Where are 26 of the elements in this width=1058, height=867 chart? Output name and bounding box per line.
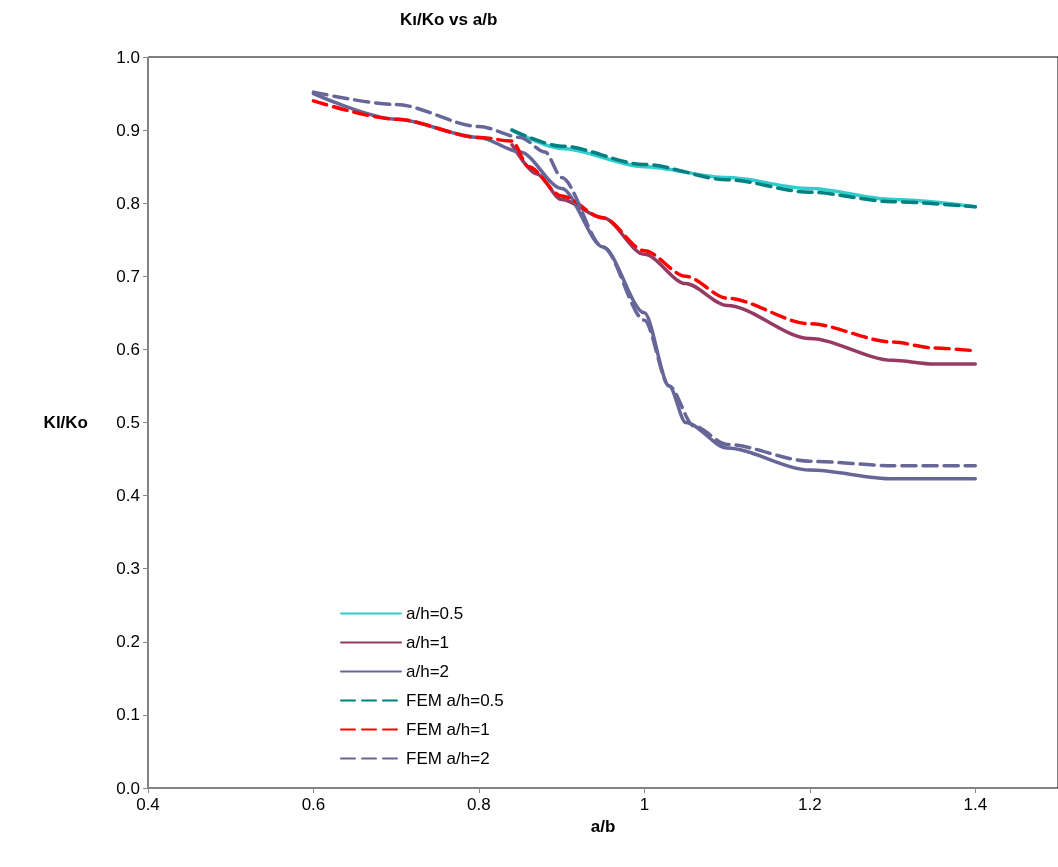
y-tick-label: 1.0 — [116, 47, 140, 67]
legend-label: a/h=0.5 — [406, 604, 464, 623]
x-axis-title: a/b — [590, 816, 616, 836]
y-tick-label: 0.0 — [116, 778, 140, 798]
y-tick-label: 0.6 — [116, 339, 140, 359]
y-tick-label: 0.2 — [116, 632, 140, 652]
x-tick-label: 0.8 — [467, 795, 491, 814]
y-tick-label: 0.7 — [116, 266, 140, 286]
chart-title: Kı/Ko vs a/b — [400, 10, 498, 29]
y-tick-label: 0.4 — [116, 486, 140, 506]
legend-label: a/h=2 — [406, 662, 450, 681]
legend-label: FEM a/h=0.5 — [406, 691, 504, 710]
x-tick-label: 1.2 — [798, 795, 822, 814]
x-tick-label: 0.6 — [301, 795, 326, 814]
y-tick-label: 0.5 — [116, 413, 140, 432]
x-tick-label: 0.4 — [136, 795, 160, 814]
x-tick-label: 1 — [639, 795, 650, 814]
y-tick-label: 0.8 — [116, 193, 140, 213]
legend-label: a/h=1 — [406, 633, 450, 652]
legend-label: FEM a/h=1 — [406, 720, 490, 739]
y-axis-title: Kl/Ko — [43, 413, 88, 432]
x-tick-label: 1.4 — [963, 795, 988, 814]
y-tick-label: 0.1 — [116, 705, 140, 725]
y-tick-label: 0.3 — [116, 559, 140, 579]
legend-label: FEM a/h=2 — [406, 749, 490, 768]
y-tick-label: 0.9 — [116, 120, 140, 140]
